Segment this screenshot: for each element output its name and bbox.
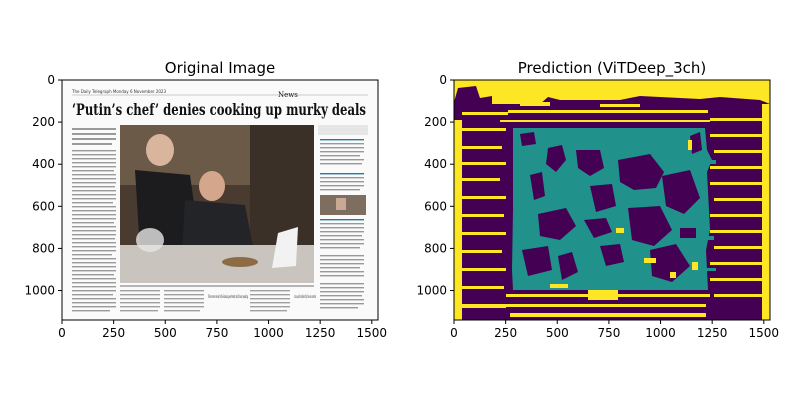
news-photo — [120, 125, 314, 283]
section-label: News — [278, 91, 298, 99]
y-tick-label: 200 — [32, 115, 55, 129]
pull-quote: There never served in the Russian govern… — [208, 294, 248, 300]
mask-bottom-strip — [506, 290, 710, 317]
masthead-text: The Daily Telegraph Monday 6 November 20… — [71, 89, 166, 94]
y-tick-label: 400 — [32, 157, 55, 171]
headline: ‘Putin’s chef’ denies cooking up murky d… — [72, 100, 366, 119]
x-tick-label: 750 — [597, 326, 620, 340]
y-tick-label: 800 — [32, 241, 55, 255]
right-ticks: 0 250 500 750 1000 1250 1500 0 200 400 600 800 1000 — [416, 73, 779, 340]
left-text-column — [72, 128, 116, 312]
x-tick-label: 1500 — [749, 326, 780, 340]
right-title: Prediction (ViTDeep_3ch) — [518, 59, 707, 78]
y-tick-label: 0 — [439, 73, 447, 87]
newspaper-image: The Daily Telegraph Monday 6 November 20… — [62, 80, 378, 320]
x-tick-label: 1000 — [645, 326, 676, 340]
mask-top-strip — [500, 102, 710, 122]
left-axes-frame — [61, 79, 379, 321]
right-sidebar — [318, 125, 368, 309]
x-tick-label: 0 — [58, 326, 66, 340]
y-tick-label: 1000 — [416, 284, 447, 298]
mask-stripes-left — [454, 112, 508, 320]
pull-quote-2: I can say with confidence that I have no… — [294, 294, 316, 300]
y-tick-label: 200 — [424, 115, 447, 129]
x-tick-label: 500 — [154, 326, 177, 340]
x-tick-label: 750 — [205, 326, 228, 340]
mask-holes — [520, 132, 702, 282]
y-tick-label: 1000 — [24, 284, 55, 298]
right-axes-frame — [453, 79, 771, 321]
right-panel: Prediction (ViTDeep_3ch) — [416, 59, 779, 340]
x-tick-label: 1000 — [253, 326, 284, 340]
y-tick-label: 0 — [47, 73, 55, 87]
mask-speckles — [550, 140, 698, 288]
x-tick-label: 1250 — [305, 326, 336, 340]
y-tick-label: 600 — [32, 199, 55, 213]
x-tick-label: 250 — [494, 326, 517, 340]
mask-stripes-right — [710, 104, 770, 320]
x-tick-label: 250 — [102, 326, 125, 340]
y-tick-label: 800 — [424, 241, 447, 255]
segmentation-mask — [454, 80, 770, 320]
left-panel: Original Image The Daily Telegraph Monda… — [24, 59, 387, 340]
x-tick-label: 1500 — [357, 326, 388, 340]
left-title: Original Image — [165, 59, 275, 77]
mask-teal-specks — [706, 160, 716, 271]
lower-text-columns — [120, 290, 290, 312]
y-tick-label: 600 — [424, 199, 447, 213]
x-tick-label: 1250 — [697, 326, 728, 340]
x-tick-label: 500 — [546, 326, 569, 340]
left-ticks: 0 250 500 750 1000 1250 1500 0 200 400 600 800 1000 — [24, 73, 387, 340]
x-tick-label: 0 — [450, 326, 458, 340]
y-tick-label: 400 — [424, 157, 447, 171]
